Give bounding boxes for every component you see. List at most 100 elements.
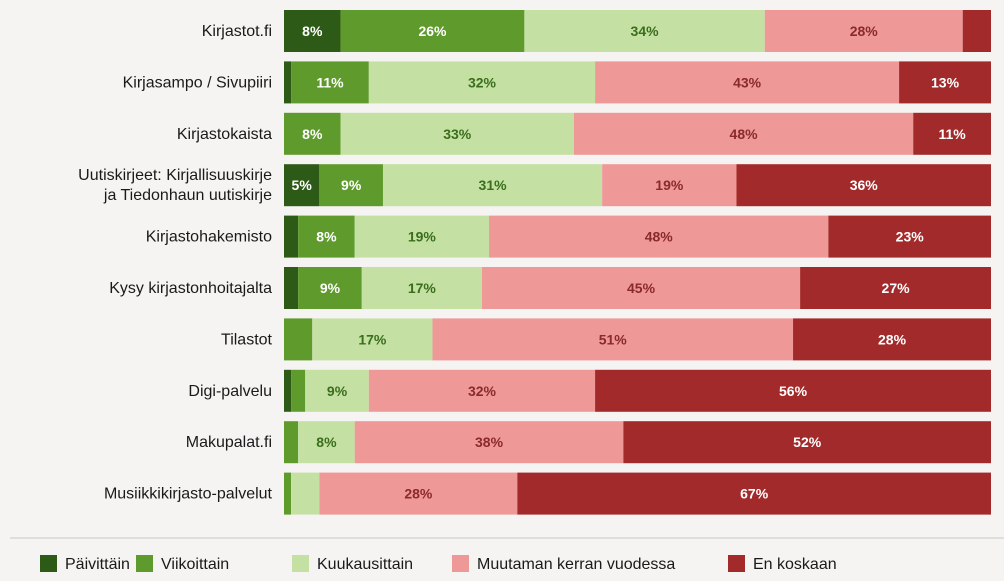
data-label: 8% — [302, 23, 323, 39]
bar-segment — [489, 215, 829, 258]
bar-segment — [284, 421, 299, 464]
data-label: 9% — [327, 383, 348, 399]
category-label: Tilastot — [221, 331, 273, 348]
bar-segment — [340, 10, 525, 52]
bar-segment — [284, 267, 299, 309]
legend-swatch — [292, 555, 309, 572]
bar-segment — [595, 61, 900, 104]
bar-segment — [899, 61, 991, 104]
data-label: 32% — [468, 383, 497, 399]
data-label: 31% — [479, 177, 508, 193]
bar-segment — [291, 61, 369, 104]
data-label: 38% — [475, 434, 504, 450]
data-label: 52% — [793, 434, 822, 450]
bar-segment — [284, 112, 341, 155]
bar-segment — [602, 164, 737, 207]
category-label: Digi-palvelu — [188, 383, 272, 400]
bar-segment — [573, 112, 914, 155]
category-label: Kirjasampo / Sivupiiri — [123, 74, 272, 91]
data-label: 19% — [408, 229, 437, 245]
category-labels: Kirjastot.fi Kirjasampo / Sivupiiri Kirjas… — [78, 23, 272, 503]
data-label: 9% — [341, 177, 362, 193]
data-label: 28% — [850, 23, 879, 39]
data-label: 36% — [850, 177, 879, 193]
data-label: 67% — [740, 486, 769, 502]
category-label: Kirjastot.fi — [202, 23, 272, 40]
data-label: 28% — [878, 331, 907, 347]
data-label: 51% — [599, 331, 628, 347]
data-label: 43% — [733, 74, 762, 90]
category-label: Kirjastokaista — [177, 126, 272, 143]
bar-segment — [298, 267, 362, 309]
data-label: 19% — [655, 177, 684, 193]
legend: Päivittäin Viikoittain Kuukausittain Muutam… — [40, 555, 837, 573]
data-label: 11% — [316, 74, 344, 90]
bar-segment — [481, 267, 801, 309]
bar-segment — [291, 369, 306, 412]
data-label: 34% — [631, 23, 660, 39]
bar-segment — [432, 318, 794, 361]
data-label: 13% — [931, 74, 960, 90]
bar-segment — [284, 472, 292, 515]
bar-segment — [354, 421, 624, 464]
bar-segment — [361, 267, 482, 309]
legend-swatch — [40, 555, 57, 572]
data-label: 11% — [938, 126, 966, 142]
data-label: 8% — [302, 126, 323, 142]
bar-segment — [517, 472, 991, 515]
data-label: 32% — [468, 74, 497, 90]
bar-segment — [284, 61, 292, 104]
bar-segment — [284, 369, 292, 412]
bar-segment — [319, 164, 383, 207]
category-label: ja Tiedonhaun uutiskirje — [103, 187, 272, 204]
data-label: 23% — [896, 229, 925, 245]
bar-segment — [291, 472, 320, 515]
data-label: 33% — [443, 126, 472, 142]
data-label: 48% — [730, 126, 759, 142]
bar-segment — [524, 10, 765, 52]
data-label: 56% — [779, 383, 808, 399]
bar-segment — [828, 215, 991, 258]
bar-segment — [800, 267, 991, 309]
bar-segment — [793, 318, 991, 361]
data-label: 5% — [292, 177, 313, 193]
legend-swatch — [136, 555, 153, 572]
data-label: 45% — [627, 280, 656, 296]
bar-segment — [284, 10, 341, 52]
data-label: 17% — [408, 280, 437, 296]
bar-segment — [764, 10, 963, 52]
bar-segment — [354, 215, 490, 258]
category-label: Kirjastohakemisto — [146, 229, 272, 246]
data-label: 48% — [645, 229, 674, 245]
data-label: 27% — [882, 280, 911, 296]
bar-segment — [368, 369, 596, 412]
bar-segment — [595, 369, 991, 412]
category-label: Makupalat.fi — [186, 434, 272, 451]
legend-label: Kuukausittain — [317, 556, 413, 573]
bar-segment — [319, 472, 518, 515]
bar-segment — [305, 369, 369, 412]
legend-label: Muutaman kerran vuodessa — [477, 556, 675, 573]
bar-segment — [298, 215, 355, 258]
legend-label: Päivittäin — [65, 556, 130, 573]
bars: 8% 26% 34% 28% 11% 32% 43% 13% 8% 33% 48% 11% 5% 9% 31… — [284, 10, 991, 515]
legend-label: Viikoittain — [161, 556, 229, 573]
legend-swatch — [728, 555, 745, 572]
legend-label: En koskaan — [753, 556, 837, 573]
bar-segment — [312, 318, 433, 361]
category-label: Uutiskirjeet: Kirjallisuuskirje — [78, 167, 272, 184]
data-label: 8% — [316, 434, 337, 450]
category-label: Musiikkikirjasto-palvelut — [104, 486, 273, 503]
bar-segment — [382, 164, 603, 207]
data-label: 9% — [320, 280, 341, 296]
category-label: Kysy kirjastonhoitajalta — [109, 280, 272, 297]
bar-segment — [368, 61, 596, 104]
bar-segment — [962, 10, 991, 52]
data-label: 8% — [316, 229, 337, 245]
data-label: 17% — [358, 331, 387, 347]
bar-segment — [284, 164, 320, 207]
bar-segment — [284, 318, 313, 361]
bar-segment — [913, 112, 991, 155]
bar-segment — [284, 215, 299, 258]
